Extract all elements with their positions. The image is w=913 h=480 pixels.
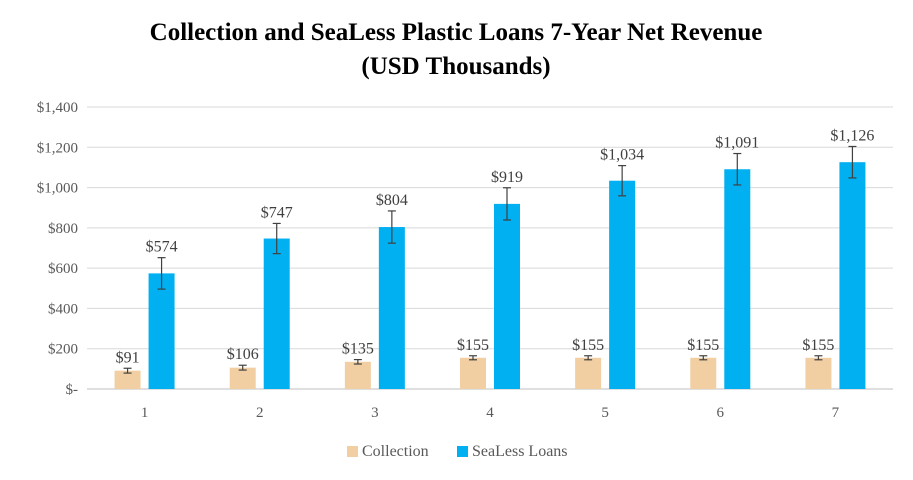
- x-tick-label: 1: [141, 405, 149, 421]
- y-tick-label: $1,000: [37, 181, 78, 197]
- x-tick-label: 2: [256, 405, 264, 421]
- y-tick-label: $1,400: [37, 100, 78, 116]
- legend-swatch-sealess: [457, 446, 468, 457]
- sealess-bar: [148, 273, 175, 389]
- collection-value-label: $155: [802, 337, 834, 354]
- y-axis-ticks: $- $200 $400 $600 $800 $1,000 $1,200 $1,400: [37, 100, 78, 398]
- legend-label-collection: Collection: [362, 443, 429, 460]
- sealess-value-label: $919: [491, 169, 523, 186]
- collection-value-label: $91: [116, 349, 140, 366]
- error-bars: [123, 145, 857, 374]
- y-tick-label: $800: [48, 221, 78, 237]
- y-tick-label: $200: [48, 342, 78, 358]
- sealess-bar: [724, 169, 751, 389]
- sealess-bar: [494, 203, 520, 389]
- y-tick-label: $-: [66, 382, 79, 398]
- collection-bar: [805, 357, 832, 389]
- collection-bar: [229, 367, 256, 389]
- sealess-bar: [378, 227, 405, 389]
- collection-value-label: $155: [687, 337, 719, 354]
- collection-value-label: $155: [457, 337, 489, 354]
- y-tick-label: $600: [48, 261, 78, 277]
- collection-bar: [575, 357, 602, 389]
- collection-bar: [460, 357, 486, 389]
- chart-title-line-2: (USD Thousands): [361, 53, 550, 80]
- sealess-value-label: $574: [146, 239, 178, 256]
- sealess-value-label: $1,126: [830, 127, 874, 144]
- y-tick-label: $400: [48, 301, 78, 317]
- legend-swatch-collection: [347, 446, 358, 457]
- sealess-value-label: $1,091: [715, 135, 759, 152]
- legend: Collection SeaLess Loans: [347, 443, 568, 460]
- y-tick-label: $1,200: [37, 140, 78, 156]
- collection-value-label: $106: [227, 346, 259, 363]
- sealess-bar: [263, 238, 290, 389]
- bars: [114, 162, 866, 389]
- collection-value-label: $155: [572, 337, 604, 354]
- collection-bar: [344, 361, 371, 389]
- x-tick-label: 6: [717, 405, 725, 421]
- collection-bar: [690, 357, 717, 389]
- x-axis-ticks: 1 2 3 4 5 6 7: [141, 405, 840, 421]
- chart-title-line-1: Collection and SeaLess Plastic Loans 7-Y…: [150, 19, 763, 46]
- x-tick-label: 3: [371, 405, 379, 421]
- sealess-bar: [839, 162, 866, 389]
- x-tick-label: 5: [601, 405, 609, 421]
- sealess-value-label: $747: [261, 204, 293, 221]
- x-tick-label: 7: [832, 405, 840, 421]
- collection-bar: [114, 370, 141, 389]
- x-tick-label: 4: [486, 405, 494, 421]
- collection-value-label: $135: [342, 341, 374, 358]
- data-labels: $91 $574 $106 $747 $135 $804 $155 $919 $155 $1,03…: [116, 127, 875, 366]
- sealess-bar: [609, 180, 636, 389]
- sealess-value-label: $1,034: [600, 147, 644, 164]
- legend-label-sealess: SeaLess Loans: [472, 443, 568, 460]
- gridlines: [87, 106, 893, 390]
- sealess-value-label: $804: [376, 192, 408, 209]
